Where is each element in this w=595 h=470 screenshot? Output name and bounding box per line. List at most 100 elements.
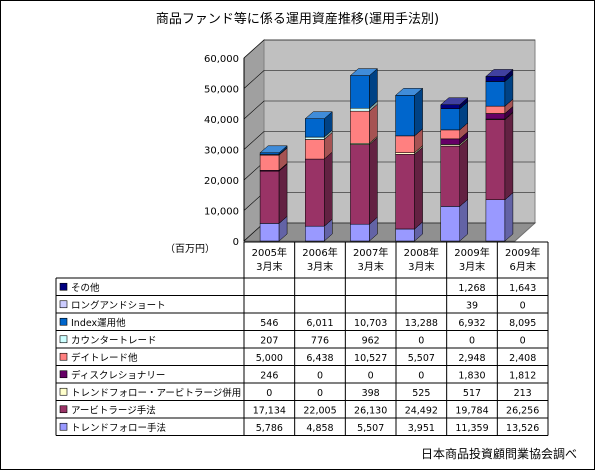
- chart-title: 商品ファンド等に係る運用資産推移(運用手法別): [155, 12, 440, 27]
- legend-swatch: [59, 282, 68, 291]
- y-tick-label: 0: [233, 237, 239, 248]
- bar-segment: [395, 135, 415, 153]
- series-name: カウンタートレード: [71, 335, 157, 346]
- data-label: 1,830: [458, 370, 485, 381]
- series-name: アービトラージ手法: [71, 404, 156, 416]
- category-label: 3月末: [408, 260, 434, 273]
- unit-label: （百万円）: [165, 244, 215, 255]
- bar-segment: [350, 223, 370, 242]
- bar-segment: [305, 225, 325, 242]
- series-name: その他: [71, 282, 100, 294]
- data-label: 17,134: [253, 405, 286, 416]
- data-label: 5,507: [408, 353, 435, 364]
- data-label: 13,526: [506, 423, 539, 434]
- data-label: 3,951: [408, 423, 435, 434]
- data-label: 26,130: [354, 405, 387, 416]
- data-label: 1,812: [509, 370, 536, 381]
- bar-segment: [485, 76, 506, 82]
- bar-segment-side: [414, 87, 423, 137]
- bar-segment: [485, 105, 506, 114]
- y-tick-label: 60,000: [204, 54, 239, 65]
- bar-segment-side: [414, 146, 423, 230]
- y-tick-label: 50,000: [204, 85, 239, 96]
- bar-segment: [485, 113, 506, 120]
- data-label: 10,703: [354, 318, 387, 329]
- data-label: 6,932: [458, 318, 485, 329]
- bar-segment: [350, 108, 370, 112]
- series-name: ロングアンドショート: [71, 299, 166, 311]
- data-label: 13,288: [405, 318, 438, 329]
- data-label: 5,000: [256, 353, 283, 364]
- bar-segment: [440, 104, 460, 109]
- bar-segment-side: [504, 192, 514, 242]
- gridline: [243, 70, 535, 89]
- legend-swatch: [59, 335, 68, 344]
- data-label: 5,786: [256, 423, 283, 434]
- data-label: 213: [514, 388, 532, 399]
- legend-swatch: [59, 300, 68, 309]
- bar-segment: [305, 158, 325, 227]
- data-label: 19,784: [455, 405, 488, 416]
- data-label: 517: [463, 388, 481, 399]
- bar-segment: [259, 154, 280, 171]
- series-name: Index運用他: [71, 317, 126, 329]
- data-label: 398: [362, 388, 380, 399]
- data-label: 4,858: [306, 423, 333, 434]
- data-label: 2,408: [509, 353, 536, 364]
- data-label: 546: [260, 318, 278, 329]
- series-name: トレンドフォロー・アービトラージ併用: [71, 387, 241, 399]
- bar-segment-side: [278, 163, 288, 224]
- data-label: 246: [260, 370, 278, 381]
- bar-segment: [305, 139, 325, 160]
- data-label: 5,507: [357, 423, 384, 434]
- legend-swatch: [59, 352, 68, 361]
- bar-segment: [440, 129, 460, 140]
- data-label: 1,268: [458, 283, 485, 294]
- series-name: ディスクレショナリー: [71, 369, 165, 381]
- bar-segment: [395, 228, 415, 242]
- category-label: 2007年: [353, 246, 388, 259]
- bar-segment-top: [349, 68, 379, 76]
- bar-segment: [350, 110, 370, 144]
- data-label: 0: [317, 370, 323, 381]
- bar-segment-side: [369, 136, 378, 225]
- category-label: 6月末: [509, 260, 535, 273]
- bar-segment: [395, 153, 415, 230]
- bar-segment: [350, 75, 370, 109]
- data-label: 22,005: [303, 405, 336, 416]
- y-tick-label: 30,000: [204, 146, 239, 157]
- data-label: 0: [266, 388, 272, 399]
- category-label: 3月末: [357, 260, 383, 273]
- data-label: 6,011: [306, 318, 333, 329]
- y-tick-label: 20,000: [204, 176, 239, 187]
- data-label: 0: [418, 370, 424, 381]
- bar-segment: [485, 81, 506, 107]
- bar-segment-top: [440, 97, 469, 105]
- bar-segment-top: [304, 111, 333, 119]
- data-label: 1,643: [509, 283, 536, 294]
- bar-segment: [485, 119, 506, 200]
- data-label: 8,095: [509, 318, 536, 329]
- data-label: 0: [368, 370, 374, 381]
- bar-segment-side: [459, 138, 468, 207]
- data-label: 10,527: [354, 353, 387, 364]
- bar-segment: [440, 145, 460, 207]
- bar-segment: [305, 118, 325, 138]
- source-note: 日本商品投資顧問業協会調べ: [420, 447, 577, 461]
- bar-segment: [259, 170, 280, 224]
- bar-segment-side: [504, 112, 514, 201]
- category-label: 2009年: [505, 246, 540, 259]
- legend-swatch: [59, 387, 68, 396]
- data-label: 0: [520, 300, 526, 311]
- data-label: 0: [317, 388, 323, 399]
- data-label: 0: [469, 335, 475, 346]
- data-label: 0: [418, 335, 424, 346]
- gridline: [243, 39, 535, 59]
- category-label: 2005年: [252, 246, 287, 259]
- category-label: 3月末: [307, 260, 333, 273]
- data-label: 776: [311, 335, 329, 346]
- data-label: 39: [466, 300, 478, 311]
- bar-segment: [440, 108, 460, 131]
